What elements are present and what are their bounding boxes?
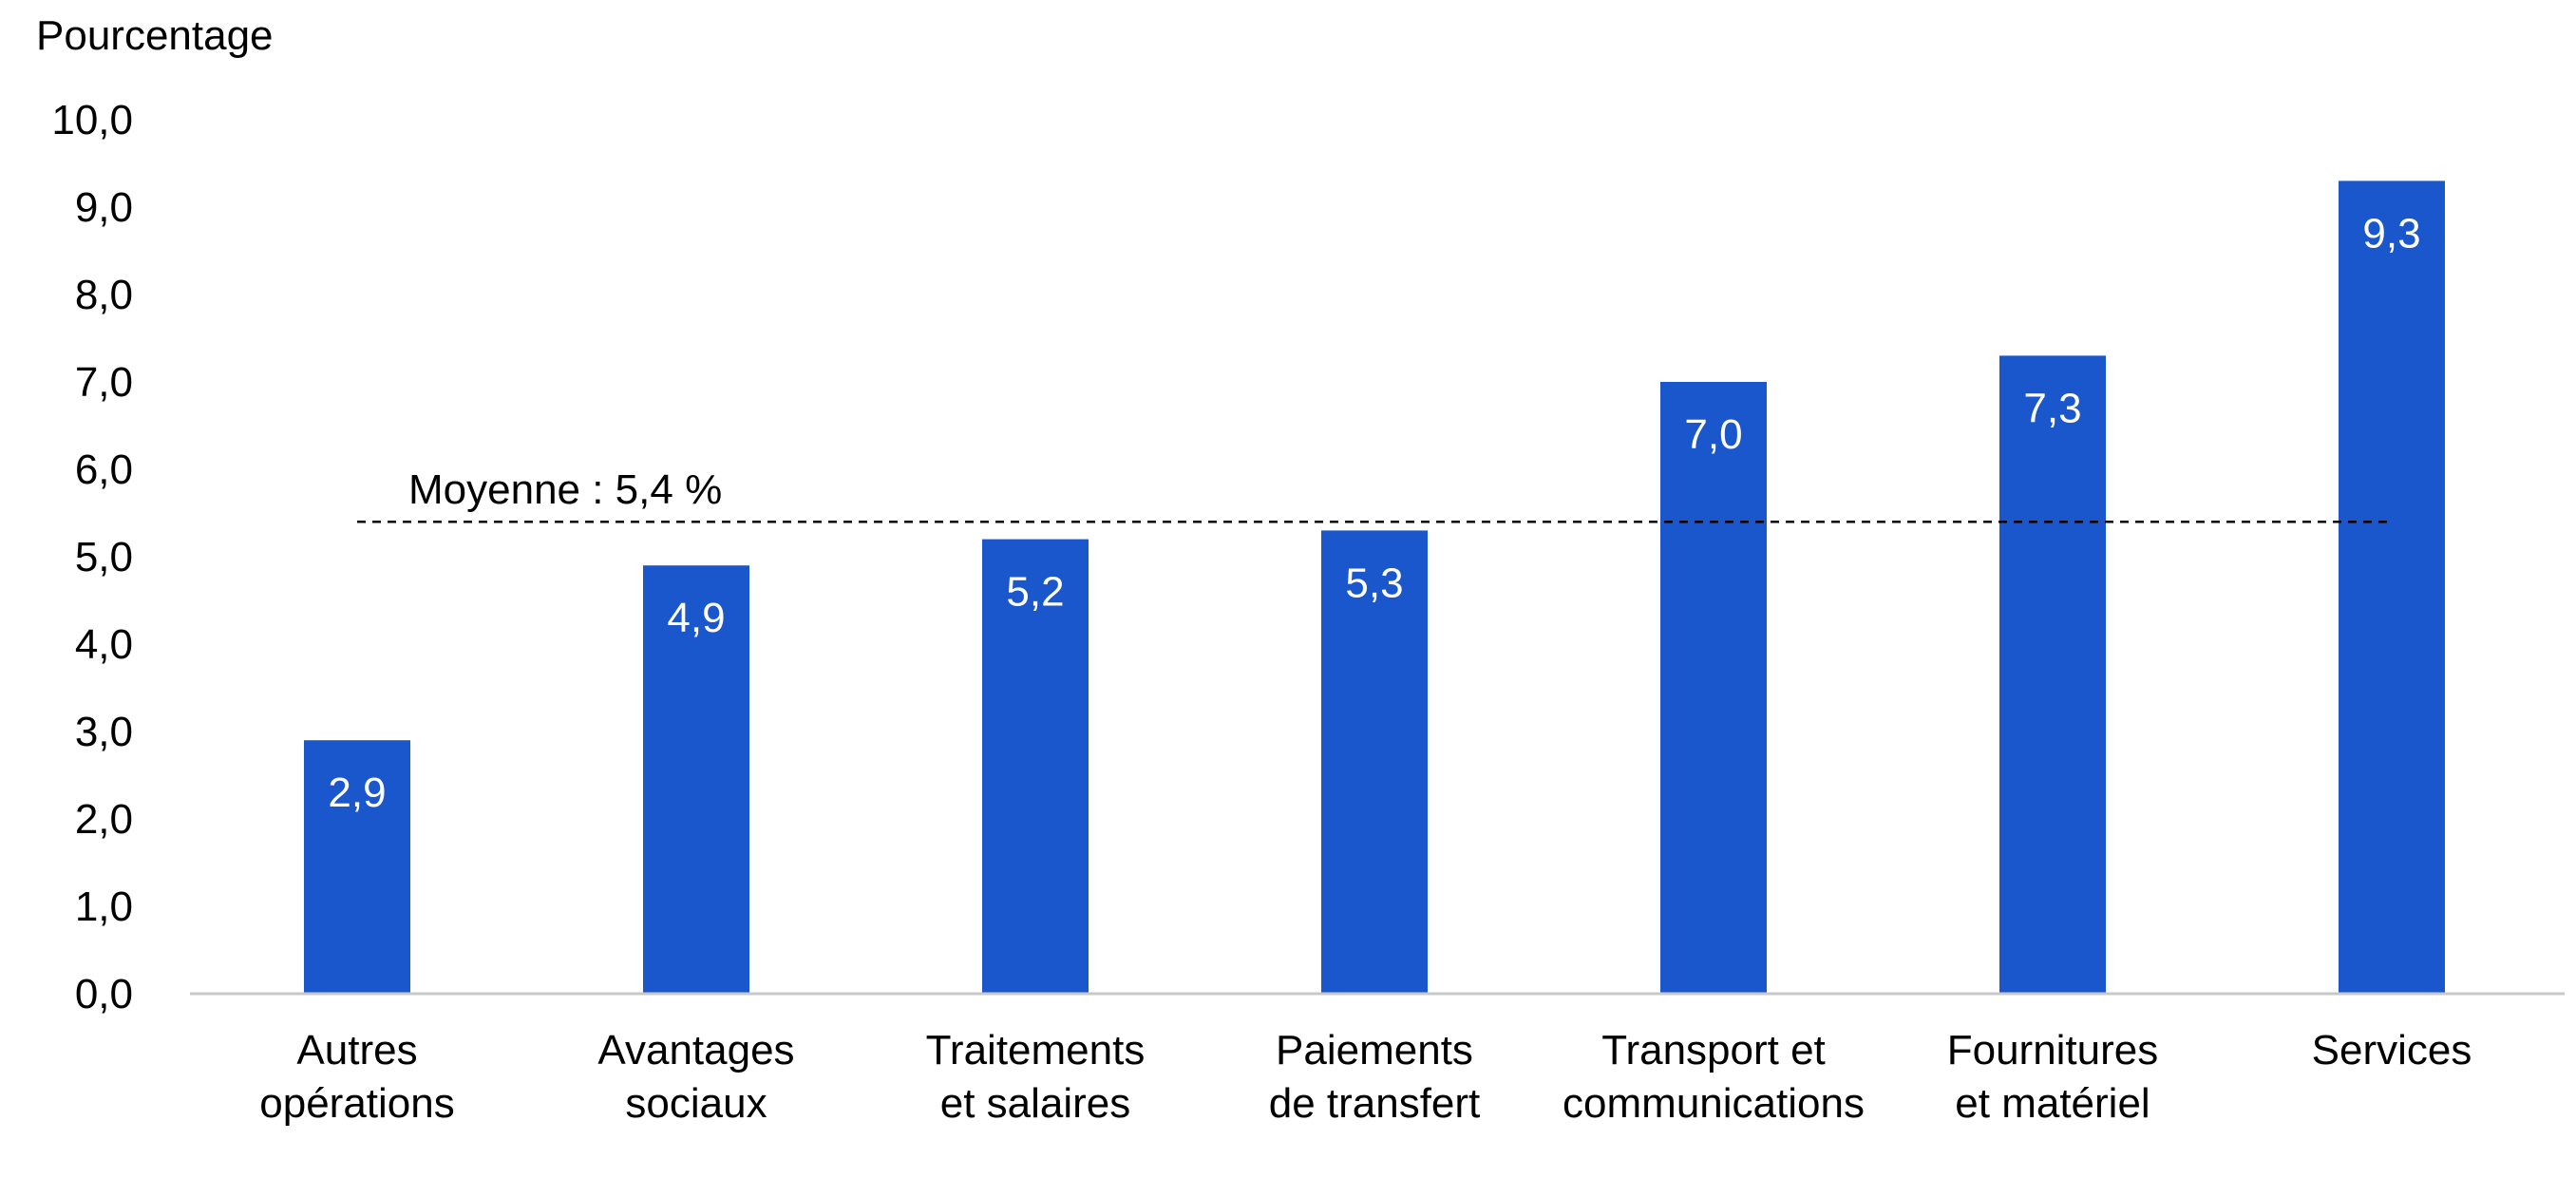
bar bbox=[304, 740, 410, 994]
y-tick-label: 10,0 bbox=[51, 97, 133, 143]
y-tick-label: 8,0 bbox=[75, 272, 133, 318]
y-tick-label: 4,0 bbox=[75, 621, 133, 668]
bar bbox=[1999, 355, 2106, 994]
y-tick-label: 3,0 bbox=[75, 709, 133, 755]
y-tick-label: 6,0 bbox=[75, 446, 133, 493]
bar-value-label: 5,3 bbox=[1345, 560, 1403, 606]
y-tick-label: 0,0 bbox=[75, 971, 133, 1017]
y-tick-label: 2,0 bbox=[75, 796, 133, 843]
y-axis-ticks: 0,0 1,0 2,0 3,0 4,0 5,0 6,0 7,0 8,0 9,0 10,0 bbox=[51, 97, 133, 1017]
bar bbox=[1321, 530, 1428, 994]
average-label: Moyenne : 5,4 % bbox=[408, 466, 722, 513]
average-reference: Moyenne : 5,4 % bbox=[357, 466, 2392, 523]
bar bbox=[2339, 180, 2445, 994]
x-category-label: Fournitures et matériel bbox=[1947, 1027, 2159, 1127]
y-tick-label: 5,0 bbox=[75, 534, 133, 580]
bar-value-label: 4,9 bbox=[667, 595, 725, 641]
x-axis-labels: Autres opérations Avantages sociaux Traiteme… bbox=[259, 1027, 2472, 1127]
y-tick-label: 9,0 bbox=[75, 184, 133, 231]
y-tick-label: 1,0 bbox=[75, 884, 133, 930]
x-category-label: Traitements et salaires bbox=[926, 1027, 1146, 1127]
bar bbox=[982, 539, 1089, 994]
bar-value-label: 2,9 bbox=[328, 770, 386, 816]
bar bbox=[643, 565, 749, 994]
bar-value-label: 5,2 bbox=[1006, 569, 1064, 616]
bar-value-label: 7,0 bbox=[1684, 411, 1742, 458]
y-tick-label: 7,0 bbox=[75, 359, 133, 406]
x-category-label: Paiements de transfert bbox=[1269, 1027, 1481, 1127]
x-category-label: Autres opérations bbox=[259, 1027, 454, 1127]
bar bbox=[1660, 382, 1767, 994]
bars-group: 2,9 4,9 5,2 5,3 7,0 7,3 9,3 bbox=[304, 180, 2445, 994]
y-axis-title: Pourcentage bbox=[36, 12, 274, 59]
bar-value-label: 9,3 bbox=[2362, 210, 2420, 256]
x-category-label: Transport et communications bbox=[1563, 1027, 1865, 1127]
bar-value-label: 7,3 bbox=[2023, 385, 2081, 431]
x-category-label: Services bbox=[2312, 1027, 2472, 1074]
x-category-label: Avantages sociaux bbox=[597, 1027, 794, 1127]
